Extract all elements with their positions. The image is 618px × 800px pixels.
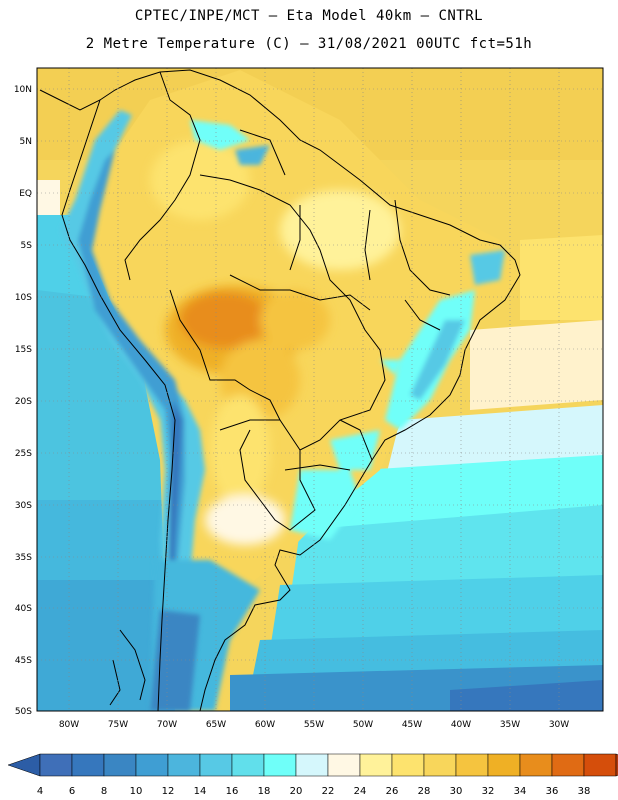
- lat-label: 30S: [15, 501, 32, 511]
- lat-label: EQ: [19, 189, 32, 199]
- colorbar-swatch: [487, 753, 521, 777]
- colorbar-swatch: [423, 753, 457, 777]
- colorbar-swatch: [167, 753, 201, 777]
- colorbar-swatch: [199, 753, 233, 777]
- colorbar: [7, 753, 618, 777]
- colorbar-swatch: [391, 753, 425, 777]
- lat-label: 15S: [15, 345, 32, 355]
- colorbar-label: 36: [546, 786, 559, 797]
- colorbar-swatch: [359, 753, 393, 777]
- colorbar-label: 10: [130, 786, 143, 797]
- lat-label: 25S: [15, 449, 32, 459]
- colorbar-label: 30: [450, 786, 463, 797]
- colorbar-swatch: [39, 753, 73, 777]
- map-title-line-1: CPTEC/INPE/MCT – Eta Model 40km – CNTRL: [134, 8, 484, 24]
- colorbar-label: 14: [194, 786, 207, 797]
- lon-label: 40W: [451, 720, 471, 730]
- colorbar-label: 16: [226, 786, 239, 797]
- colorbar-swatch: [263, 753, 297, 777]
- colorbar-swatch: [519, 753, 553, 777]
- colorbar-label: 34: [514, 786, 527, 797]
- colorbar-labels: 4 6 8 10 12 14 16 18 20 22 24 26 28 30 3…: [37, 786, 591, 797]
- lat-label: 5S: [21, 241, 33, 251]
- lon-label: 65W: [206, 720, 226, 730]
- lon-label: 50W: [353, 720, 373, 730]
- colorbar-swatch: [71, 753, 105, 777]
- colorbar-swatch: [103, 753, 137, 777]
- colorbar-swatch: [135, 753, 169, 777]
- colorbar-swatch: [231, 753, 265, 777]
- lon-label: 45W: [402, 720, 422, 730]
- lat-label: 35S: [15, 553, 32, 563]
- colorbar-swatch: [551, 753, 585, 777]
- lat-label: 10S: [15, 293, 32, 303]
- lat-label: 20S: [15, 397, 32, 407]
- colorbar-label: 32: [482, 786, 495, 797]
- colorbar-swatch: [455, 753, 489, 777]
- lon-label: 80W: [59, 720, 79, 730]
- longitude-labels: 80W 75W 70W 65W 60W 55W 50W 45W 40W 35W …: [59, 720, 569, 730]
- colorbar-label: 24: [354, 786, 367, 797]
- latitude-labels: 10N 5N EQ 5S 10S 15S 20S 25S 30S 35S 40S…: [14, 85, 32, 717]
- colorbar-label: 12: [162, 786, 175, 797]
- temperature-field: [37, 68, 603, 711]
- lon-label: 75W: [108, 720, 128, 730]
- lat-label: 40S: [15, 604, 32, 614]
- colorbar-swatch: [327, 753, 361, 777]
- lat-label: 5N: [20, 137, 32, 147]
- colorbar-low-arrow: [7, 753, 41, 777]
- lat-label: 10N: [14, 85, 32, 95]
- colorbar-label: 4: [37, 786, 43, 797]
- colorbar-label: 38: [578, 786, 591, 797]
- colorbar-label: 20: [290, 786, 303, 797]
- colorbar-swatch: [295, 753, 329, 777]
- colorbar-label: 6: [69, 786, 75, 797]
- colorbar-swatch: [583, 753, 617, 777]
- lat-label: 45S: [15, 656, 32, 666]
- colorbar-label: 8: [101, 786, 107, 797]
- colorbar-label: 18: [258, 786, 271, 797]
- map-frame: [36, 67, 604, 712]
- lon-label: 35W: [500, 720, 520, 730]
- lon-label: 55W: [304, 720, 324, 730]
- colorbar-label: 26: [386, 786, 399, 797]
- colorbar-label: 22: [322, 786, 335, 797]
- lon-label: 70W: [157, 720, 177, 730]
- lon-label: 60W: [255, 720, 275, 730]
- lon-label: 30W: [549, 720, 569, 730]
- map-title-line-2: 2 Metre Temperature (C) – 31/08/2021 00U…: [85, 36, 533, 52]
- coastlines-and-borders: [39, 69, 521, 711]
- lat-label: 50S: [15, 707, 32, 717]
- colorbar-label: 28: [418, 786, 431, 797]
